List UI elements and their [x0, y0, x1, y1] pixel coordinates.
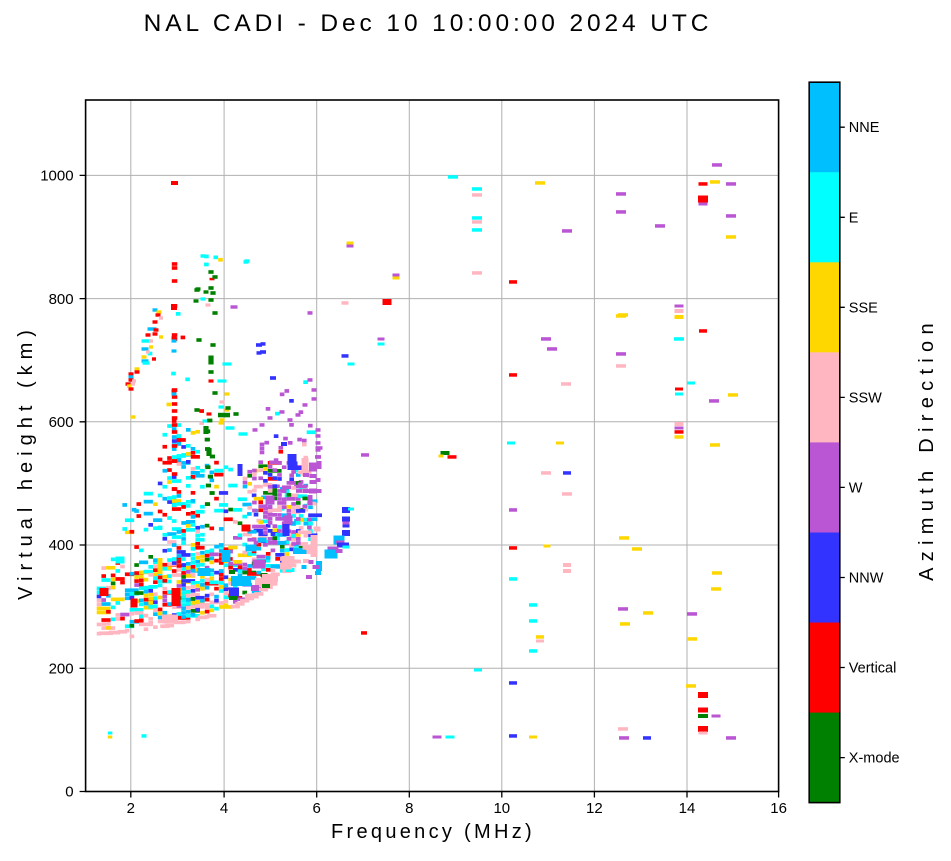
svg-text:W: W — [849, 480, 863, 496]
svg-text:4: 4 — [220, 800, 228, 817]
svg-text:NNE: NNE — [849, 120, 880, 136]
svg-text:10: 10 — [493, 800, 510, 817]
svg-text:6: 6 — [313, 800, 321, 817]
svg-text:E: E — [849, 210, 859, 226]
svg-text:14: 14 — [679, 800, 696, 817]
svg-text:400: 400 — [49, 537, 74, 554]
svg-text:200: 200 — [49, 661, 74, 678]
svg-text:Vertical: Vertical — [849, 661, 897, 677]
svg-text:16: 16 — [770, 800, 787, 817]
svg-text:SSE: SSE — [849, 300, 878, 316]
svg-text:Virtual height (km): Virtual height (km) — [15, 324, 37, 600]
svg-text:Azimuth Direction: Azimuth Direction — [916, 317, 938, 581]
svg-text:Frequency (MHz): Frequency (MHz) — [331, 821, 535, 843]
svg-text:SSW: SSW — [849, 390, 882, 406]
svg-text:600: 600 — [49, 414, 74, 431]
svg-text:NAL CADI - Dec 10 10:00:00 202: NAL CADI - Dec 10 10:00:00 2024 UTC — [144, 10, 713, 37]
svg-text:2: 2 — [127, 800, 135, 817]
svg-text:800: 800 — [49, 291, 74, 308]
svg-text:8: 8 — [405, 800, 413, 817]
svg-text:0: 0 — [65, 784, 73, 801]
svg-text:NNW: NNW — [849, 571, 884, 587]
svg-text:1000: 1000 — [40, 168, 73, 185]
svg-text:12: 12 — [586, 800, 603, 817]
svg-text:X-mode: X-mode — [849, 751, 900, 767]
